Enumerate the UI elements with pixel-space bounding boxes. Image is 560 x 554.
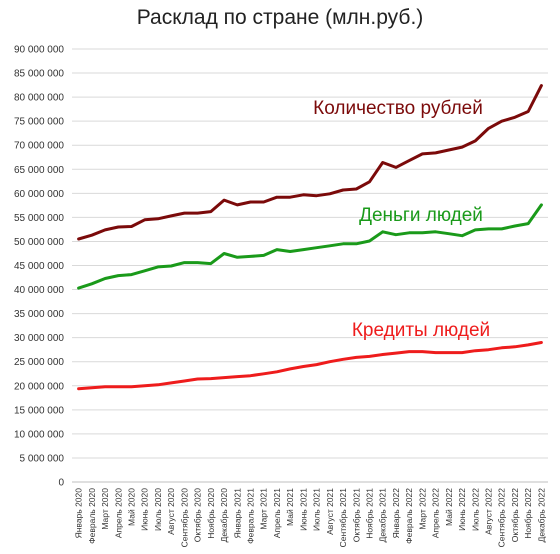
x-tick-label: Январь 2022 — [391, 488, 401, 539]
x-tick-label: Август 2022 — [484, 488, 494, 535]
y-tick-label: 45 000 000 — [14, 261, 64, 272]
y-tick-label: 55 000 000 — [14, 213, 64, 224]
x-tick-label: Октябрь 2021 — [351, 488, 361, 542]
x-tick-label: Октябрь 2020 — [193, 488, 203, 542]
y-tick-label: 90 000 000 — [14, 45, 64, 56]
x-tick-label: Март 2020 — [100, 488, 110, 530]
series-line — [77, 341, 543, 391]
series-label: Количество рублей — [313, 98, 483, 119]
series-labels: Количество рублей Деньги людей Кредиты люд… — [313, 98, 490, 341]
y-tick-label: 50 000 000 — [14, 237, 64, 248]
y-tick-label: 75 000 000 — [14, 117, 64, 128]
x-tick-label: Сентябрь 2020 — [179, 488, 189, 548]
x-tick-label: Ноябрь 2022 — [523, 488, 533, 539]
x-tick-label: Май 2020 — [127, 488, 137, 526]
x-tick-label: Март 2022 — [417, 488, 427, 530]
x-tick-label: Февраль 2021 — [246, 488, 256, 544]
series-line — [77, 203, 543, 290]
y-tick-label: 25 000 000 — [14, 357, 64, 368]
y-tick-label: 65 000 000 — [14, 165, 64, 176]
y-tick-label: 35 000 000 — [14, 309, 64, 320]
x-tick-label: Июль 2021 — [312, 488, 322, 531]
x-tick-label: Июль 2022 — [470, 488, 480, 531]
y-tick-label: 30 000 000 — [14, 333, 64, 344]
series-line — [77, 84, 543, 241]
x-tick-label: Сентябрь 2022 — [497, 488, 507, 548]
x-tick-label: Апрель 2020 — [113, 488, 123, 538]
x-tick-label: Июнь 2020 — [140, 488, 150, 531]
y-tick-label: 20 000 000 — [14, 381, 64, 392]
y-tick-label: 15 000 000 — [14, 405, 64, 416]
x-axis-ticks: Январь 2020 Февраль 2020 Март 2020 Апрель 2… — [74, 488, 547, 548]
x-tick-label: Апрель 2022 — [431, 488, 441, 538]
x-tick-label: Декабрь 2022 — [536, 488, 546, 543]
series-label: Деньги людей — [359, 205, 483, 226]
x-tick-label: Октябрь 2022 — [510, 488, 520, 542]
series-lines — [77, 84, 543, 391]
x-tick-label: Сентябрь 2021 — [338, 488, 348, 548]
x-tick-label: Декабрь 2021 — [378, 488, 388, 543]
x-tick-label: Апрель 2021 — [272, 488, 282, 538]
y-tick-label: 70 000 000 — [14, 141, 64, 152]
x-tick-label: Декабрь 2020 — [219, 488, 229, 543]
y-tick-label: 60 000 000 — [14, 189, 64, 200]
x-tick-label: Май 2021 — [285, 488, 295, 526]
x-tick-label: Май 2022 — [444, 488, 454, 526]
y-tick-label: 40 000 000 — [14, 285, 64, 296]
x-tick-label: Февраль 2020 — [87, 488, 97, 544]
x-tick-label: Март 2021 — [259, 488, 269, 530]
y-tick-label: 80 000 000 — [14, 93, 64, 104]
x-tick-label: Август 2020 — [166, 488, 176, 535]
x-tick-label: Ноябрь 2021 — [365, 488, 375, 539]
x-tick-label: Июнь 2022 — [457, 488, 467, 531]
x-tick-label: Ноябрь 2020 — [206, 488, 216, 539]
x-tick-label: Февраль 2022 — [404, 488, 414, 544]
x-tick-label: Август 2021 — [325, 488, 335, 535]
y-tick-label: 0 — [58, 478, 64, 489]
x-tick-label: Январь 2020 — [74, 488, 84, 539]
series-label: Кредиты людей — [352, 320, 490, 341]
y-axis-ticks: 0 5 000 000 10 000 000 15 000 000 20 000 000… — [14, 45, 65, 489]
x-tick-label: Июль 2020 — [153, 488, 163, 531]
y-tick-label: 85 000 000 — [14, 69, 64, 80]
x-tick-label: Июнь 2021 — [298, 488, 308, 531]
y-tick-label: 10 000 000 — [14, 429, 64, 440]
y-tick-label: 5 000 000 — [20, 453, 65, 464]
x-tick-label: Январь 2021 — [232, 488, 242, 539]
chart-title: Расклад по стране (млн.руб.) — [136, 6, 424, 29]
